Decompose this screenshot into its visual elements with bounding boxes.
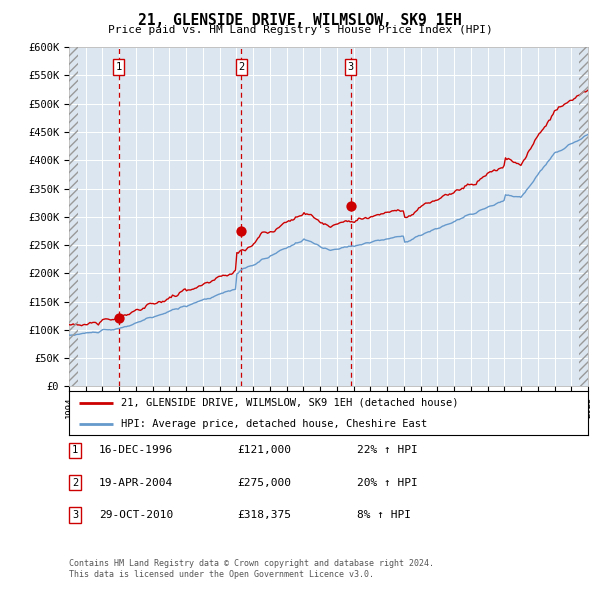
Text: 1: 1: [115, 62, 122, 72]
Text: 3: 3: [72, 510, 78, 520]
Text: Price paid vs. HM Land Registry's House Price Index (HPI): Price paid vs. HM Land Registry's House …: [107, 25, 493, 35]
Point: [236, 226, 246, 235]
Text: 22% ↑ HPI: 22% ↑ HPI: [357, 445, 418, 455]
Text: 21, GLENSIDE DRIVE, WILMSLOW, SK9 1EH: 21, GLENSIDE DRIVE, WILMSLOW, SK9 1EH: [138, 13, 462, 28]
Text: 3: 3: [347, 62, 354, 72]
Text: 19-APR-2004: 19-APR-2004: [99, 478, 173, 487]
Text: HPI: Average price, detached house, Cheshire East: HPI: Average price, detached house, Ches…: [121, 419, 427, 429]
Text: 20% ↑ HPI: 20% ↑ HPI: [357, 478, 418, 487]
Text: This data is licensed under the Open Government Licence v3.0.: This data is licensed under the Open Gov…: [69, 571, 374, 579]
Point: [114, 313, 124, 323]
Text: Contains HM Land Registry data © Crown copyright and database right 2024.: Contains HM Land Registry data © Crown c…: [69, 559, 434, 568]
Text: £275,000: £275,000: [237, 478, 291, 487]
Text: 1: 1: [72, 445, 78, 455]
Point: [346, 202, 356, 211]
Text: 21, GLENSIDE DRIVE, WILMSLOW, SK9 1EH (detached house): 21, GLENSIDE DRIVE, WILMSLOW, SK9 1EH (d…: [121, 398, 458, 408]
Text: 2: 2: [72, 478, 78, 487]
Text: 2: 2: [238, 62, 245, 72]
Text: £121,000: £121,000: [237, 445, 291, 455]
Bar: [579, 47, 588, 386]
Bar: [69, 47, 78, 386]
Text: £318,375: £318,375: [237, 510, 291, 520]
Text: 8% ↑ HPI: 8% ↑ HPI: [357, 510, 411, 520]
Text: 16-DEC-1996: 16-DEC-1996: [99, 445, 173, 455]
Text: 29-OCT-2010: 29-OCT-2010: [99, 510, 173, 520]
